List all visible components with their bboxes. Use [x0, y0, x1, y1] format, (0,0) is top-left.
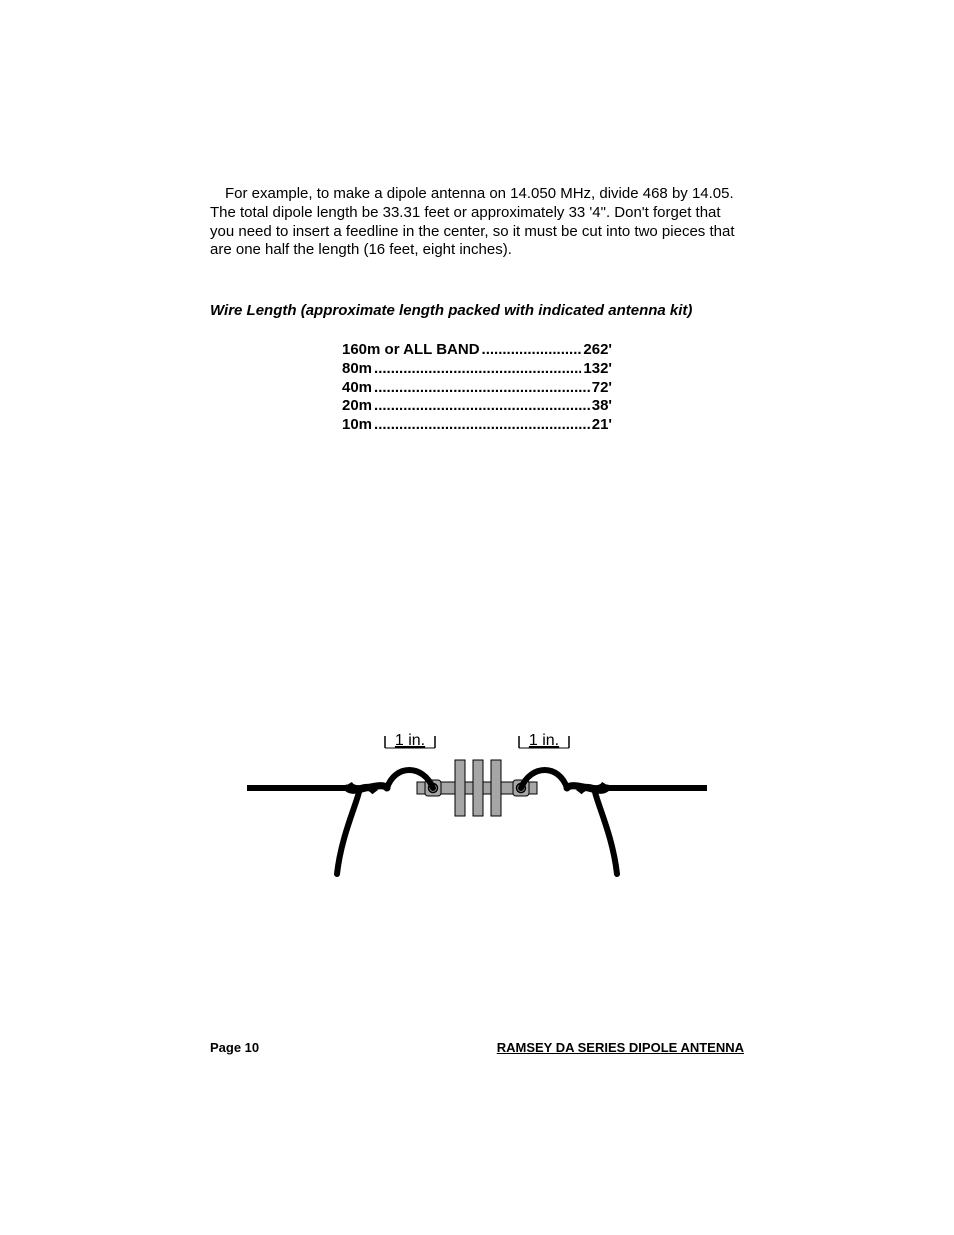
wire-length-row: 20m 38' [342, 397, 612, 416]
length-value: 72' [592, 379, 612, 398]
wire-length-row: 10m 21' [342, 416, 612, 435]
dimension-label-left: 1 in. [395, 732, 425, 749]
wire-length-row: 40m 72' [342, 379, 612, 398]
wire-length-table: 160m or ALL BAND262'80m132'40m72'20m38'1… [342, 341, 612, 435]
length-value: 132' [583, 360, 612, 379]
leader-dots [374, 379, 590, 398]
dimension-label-right: 1 in. [529, 732, 559, 749]
dipole-insulator-diagram: 1 in. 1 in. [247, 718, 707, 878]
page: For example, to make a dipole antenna on… [0, 0, 954, 1235]
wire-length-row: 160m or ALL BAND 262' [342, 341, 612, 360]
section-heading: Wire Length (approximate length packed w… [210, 302, 744, 319]
leader-dots [482, 341, 582, 360]
leader-dots [374, 397, 590, 416]
length-value: 38' [592, 397, 612, 416]
page-footer: Page 10 RAMSEY DA SERIES DIPOLE ANTENNA [210, 1040, 744, 1055]
band-label: 10m [342, 416, 372, 435]
footer-title: RAMSEY DA SERIES DIPOLE ANTENNA [497, 1040, 744, 1055]
band-label: 80m [342, 360, 372, 379]
body-paragraph: For example, to make a dipole antenna on… [210, 185, 744, 260]
band-label: 20m [342, 397, 372, 416]
leader-dots [374, 416, 590, 435]
band-label: 160m or ALL BAND [342, 341, 480, 360]
length-value: 262' [583, 341, 612, 360]
length-value: 21' [592, 416, 612, 435]
band-label: 40m [342, 379, 372, 398]
leader-dots [374, 360, 581, 379]
footer-page-number: Page 10 [210, 1040, 259, 1055]
diagram-container: 1 in. 1 in. [0, 718, 954, 878]
wire-length-row: 80m 132' [342, 360, 612, 379]
